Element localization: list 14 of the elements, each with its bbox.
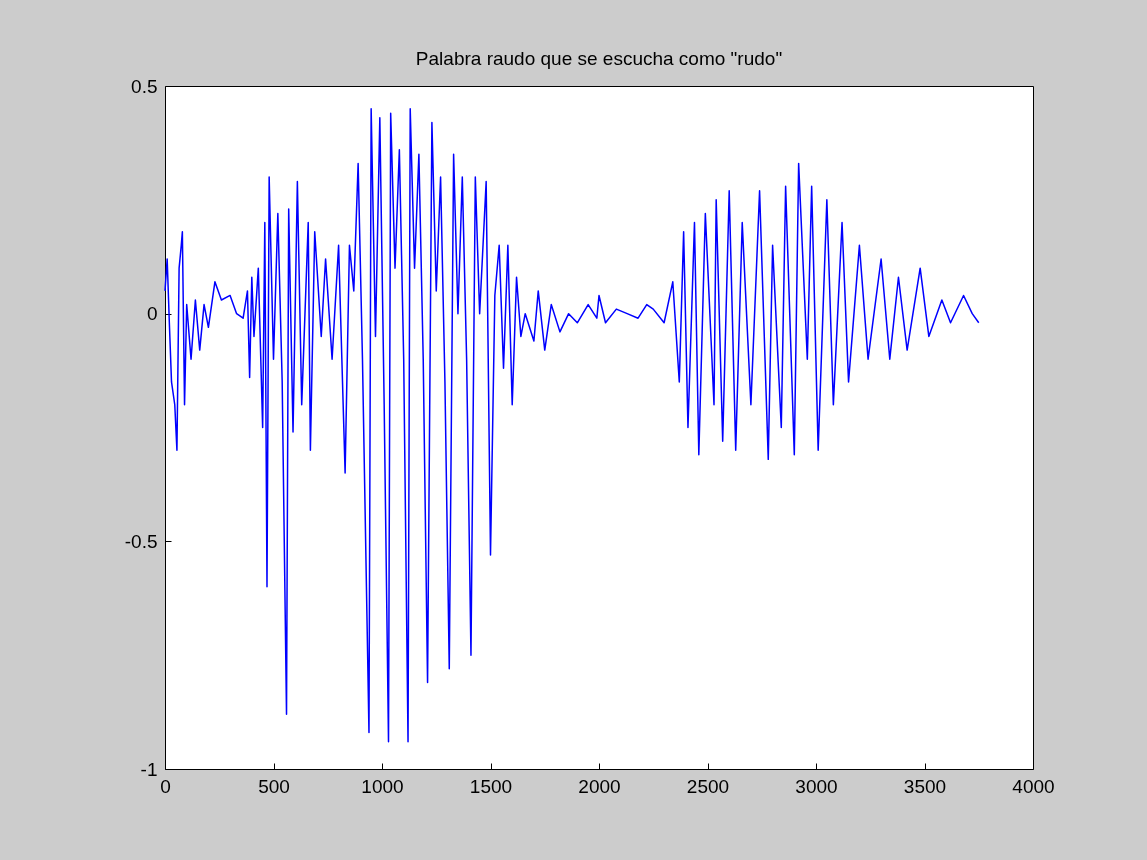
x-tick-label: 1500 bbox=[469, 775, 513, 797]
x-tick-label: 500 bbox=[258, 775, 290, 797]
y-tick-label: 0 bbox=[146, 303, 158, 325]
x-tick-label: 4000 bbox=[1012, 775, 1055, 797]
x-tick-label: 3000 bbox=[795, 775, 838, 797]
x-tick-label: 2500 bbox=[686, 775, 730, 797]
x-tick-label: 2000 bbox=[578, 775, 621, 797]
line-series bbox=[164, 108, 980, 743]
y-tick-label: -1 bbox=[140, 758, 158, 780]
y-tick-label: -0.5 bbox=[124, 530, 158, 552]
y-tick-label: 0.5 bbox=[131, 75, 158, 97]
x-tick-label: 1000 bbox=[361, 775, 404, 797]
chart-title: Palabra raudo que se escucha como "rudo" bbox=[415, 48, 783, 69]
x-tick-label: 3500 bbox=[903, 775, 947, 797]
